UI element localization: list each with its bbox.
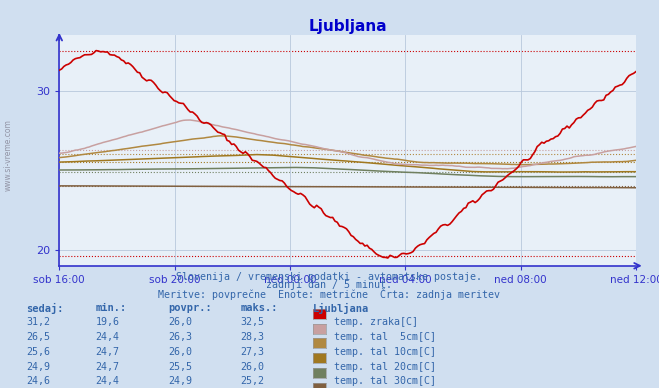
Text: povpr.:: povpr.: [168,303,212,313]
Text: temp. tal 30cm[C]: temp. tal 30cm[C] [334,376,436,386]
Text: 28,3: 28,3 [241,332,264,342]
Text: temp. zraka[C]: temp. zraka[C] [334,317,418,327]
Text: 24,9: 24,9 [168,376,192,386]
Text: www.si-vreme.com: www.si-vreme.com [4,119,13,191]
Text: 26,3: 26,3 [168,332,192,342]
Text: 27,3: 27,3 [241,347,264,357]
Text: 25,2: 25,2 [241,376,264,386]
Title: Ljubljana: Ljubljana [308,19,387,34]
Text: 24,7: 24,7 [96,362,119,372]
Text: Slovenija / vremenski podatki - avtomatske postaje.: Slovenija / vremenski podatki - avtomats… [177,272,482,282]
Text: 24,4: 24,4 [96,376,119,386]
Text: 31,2: 31,2 [26,317,50,327]
Text: 25,5: 25,5 [168,362,192,372]
Text: temp. tal 20cm[C]: temp. tal 20cm[C] [334,362,436,372]
Text: temp. tal 10cm[C]: temp. tal 10cm[C] [334,347,436,357]
Text: Ljubljana: Ljubljana [313,303,369,314]
Text: min.:: min.: [96,303,127,313]
Text: 24,7: 24,7 [96,347,119,357]
Text: 32,5: 32,5 [241,317,264,327]
Text: temp. tal  5cm[C]: temp. tal 5cm[C] [334,332,436,342]
Text: 19,6: 19,6 [96,317,119,327]
Text: maks.:: maks.: [241,303,278,313]
Text: Meritve: povprečne  Enote: metrične  Črta: zadnja meritev: Meritve: povprečne Enote: metrične Črta:… [159,288,500,300]
Text: 26,5: 26,5 [26,332,50,342]
Text: 24,6: 24,6 [26,376,50,386]
Text: 24,9: 24,9 [26,362,50,372]
Text: zadnji dan / 5 minut.: zadnji dan / 5 minut. [266,280,393,290]
Text: 24,4: 24,4 [96,332,119,342]
Text: 26,0: 26,0 [168,347,192,357]
Text: sedaj:: sedaj: [26,303,64,314]
Text: 26,0: 26,0 [168,317,192,327]
Text: 25,6: 25,6 [26,347,50,357]
Text: 26,0: 26,0 [241,362,264,372]
